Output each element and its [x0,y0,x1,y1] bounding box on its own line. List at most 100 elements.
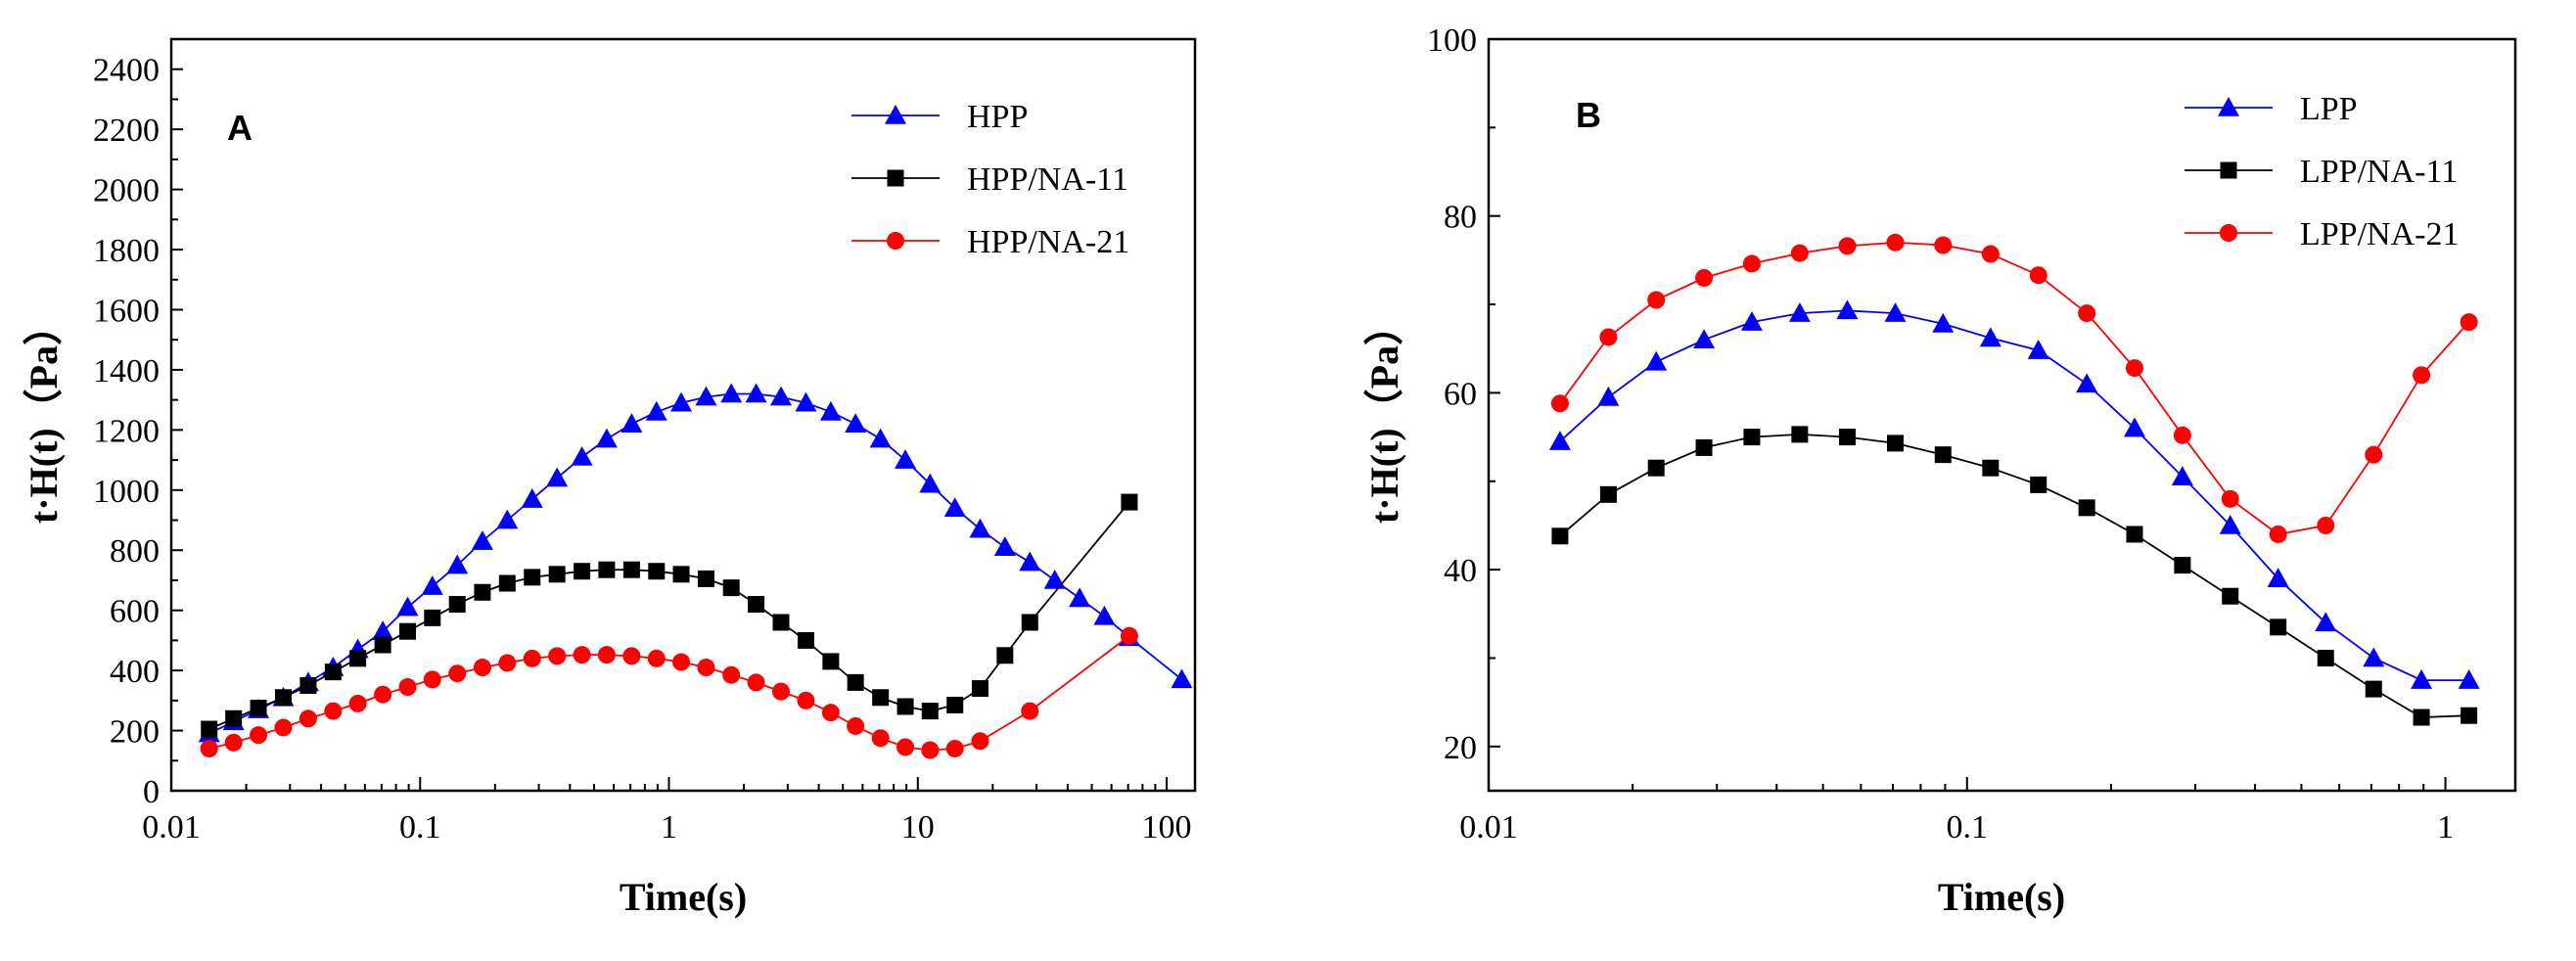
panel-a-legend-marker-hpp-na-11 [887,169,904,187]
panel-a-point-hpp-na-11 [672,566,690,583]
panel-a-label: A [227,108,253,148]
panel-b-legend-marker-lpp-na-11 [2220,161,2237,179]
panel-b-x-tick-label: 0.1 [1947,809,1989,846]
panel-b-y-tick-label: 100 [1427,23,1477,59]
panel-b-point-lpp-na-11 [1743,429,1761,446]
panel-a-y-tick-label: 800 [110,533,160,570]
panel-a-point-hpp [869,428,892,448]
panel-a-point-hpp [546,467,569,487]
panel-a-y-tick-label: 200 [110,714,160,751]
panel-b-point-lpp-na-11 [2030,476,2047,493]
panel-a-point-hpp-na-21 [573,646,591,664]
panel-a-point-hpp-na-21 [299,709,317,728]
panel-b-point-lpp-na-11 [2461,707,2478,724]
panel-b-point-lpp-na-11 [2270,618,2287,636]
panel-a-point-hpp-na-21 [597,646,616,664]
panel-b-point-lpp [1693,329,1716,348]
panel-a-y-tick-label: 1000 [93,474,160,510]
panel-a-point-hpp-na-11 [201,720,218,738]
panel-a-point-hpp-na-21 [274,718,293,737]
panel-a-point-hpp-na-21 [672,653,691,671]
panel-a-point-hpp-na-21 [448,664,467,683]
panel-a-point-hpp-na-21 [398,678,417,697]
panel-b-point-lpp-na-11 [2126,526,2143,543]
panel-b-point-lpp-na-11 [2365,680,2382,698]
panel-a-point-hpp [943,497,966,518]
panel-b-point-lpp-na-21 [2173,426,2191,444]
panel-a-point-hpp-na-11 [448,596,466,614]
panel-a-point-hpp-na-21 [200,739,218,757]
panel-b-point-lpp [1884,302,1907,322]
panel-a-point-hpp-na-21 [324,702,343,720]
panel-b-series-line-lpp [1559,309,2469,681]
panel-a-point-hpp-na-11 [872,689,890,707]
panel-b-series-line-lpp-na-21 [1559,241,2470,535]
panel-b-point-lpp [2027,340,2049,359]
panel-a-point-hpp [769,386,792,406]
panel-b-point-lpp-na-21 [1647,291,1666,309]
panel-a-point-hpp [521,488,543,508]
panel-a-point-hpp [446,554,469,574]
panel-a-point-hpp [1019,551,1041,572]
panel-b-point-lpp-na-21 [2221,489,2239,508]
panel-a-legend-label-hpp-na-11: HPP/NA-11 [967,161,1128,198]
panel-a-point-hpp-na-21 [250,726,268,745]
panel-b-point-lpp-na-21 [2365,445,2383,464]
panel-b-legend: LPP LPP/NA-11 LPP/NA-21 [2185,91,2459,252]
panel-b-point-lpp [1932,312,1955,333]
panel-b-point-lpp [2363,647,2385,667]
panel-b-point-lpp [1645,350,1668,371]
panel-b-point-lpp [2411,669,2433,689]
panel-a-y-tick-label: 2200 [93,113,160,149]
panel-a-y-axis-title: t·H(t)（Pa） [22,306,66,524]
panel-b-point-lpp-na-21 [2029,266,2047,285]
panel-a-y-tick-label: 1200 [93,413,160,449]
panel-a-legend-label-hpp: HPP [967,99,1028,135]
panel-b-point-lpp-na-11 [2078,499,2095,517]
panel-a-point-hpp-na-21 [374,685,392,704]
panel-b-point-lpp-na-21 [2078,304,2096,323]
panel-a-point-hpp-na-21 [897,738,915,756]
panel-b-legend-label-lpp-na-11: LPP/NA-11 [2300,154,2458,190]
panel-b-x-tick-label: 1 [2437,809,2454,846]
panel-a-point-hpp [595,428,618,448]
panel-a-point-hpp-na-21 [871,729,890,748]
panel-a-x-tick-label: 0.1 [399,809,441,846]
panel-b-point-lpp-na-21 [1981,245,2000,263]
panel-a-point-hpp-na-21 [473,659,491,677]
panel-b-point-lpp-na-21 [2317,516,2335,534]
panel-a-point-hpp [496,509,519,529]
panel-b-point-lpp [2171,466,2193,486]
panel-a-point-hpp [720,383,743,403]
panel-b-point-lpp [1548,431,1571,450]
panel-a-point-hpp [471,530,493,550]
panel-a-point-hpp [571,446,593,466]
panel-a-point-hpp-na-11 [921,703,939,720]
panel-a-point-hpp-na-21 [423,670,441,689]
panel-a-point-hpp-na-11 [349,650,367,667]
panel-b-point-lpp [1979,327,2001,347]
panel-a-point-hpp [919,473,942,493]
panel-a-x-tick-label: 10 [901,809,935,846]
panel-a-point-hpp-na-11 [772,614,790,631]
panel-a-point-hpp-na-11 [622,561,640,578]
panel-b-point-lpp-na-11 [1886,435,1904,452]
panel-b-legend-label-lpp-na-21: LPP/NA-21 [2300,216,2459,252]
panel-a-point-hpp [745,383,767,403]
panel-a-point-hpp-na-11 [648,563,666,580]
panel-b-point-lpp-na-11 [1551,527,1569,545]
panel-a-point-hpp-na-11 [374,636,391,654]
panel-a-point-hpp-na-11 [225,709,243,727]
panel-b-point-lpp-na-11 [1934,446,1952,464]
panel-a-point-hpp-na-21 [498,654,517,672]
panel-a-point-hpp-na-21 [348,694,367,712]
panel-b-point-lpp [2219,514,2241,534]
panel-b-point-lpp [2458,669,2480,689]
panel-a-point-hpp-na-21 [821,704,840,722]
panel-a-point-hpp-na-11 [574,563,591,580]
panel-b-y-axis-title: t·H(t)（Pa） [1362,306,1406,524]
panel-b-point-lpp-na-21 [1599,328,1618,346]
panel-b-point-lpp [1836,299,1859,320]
panel-a-point-hpp-na-21 [921,741,940,759]
